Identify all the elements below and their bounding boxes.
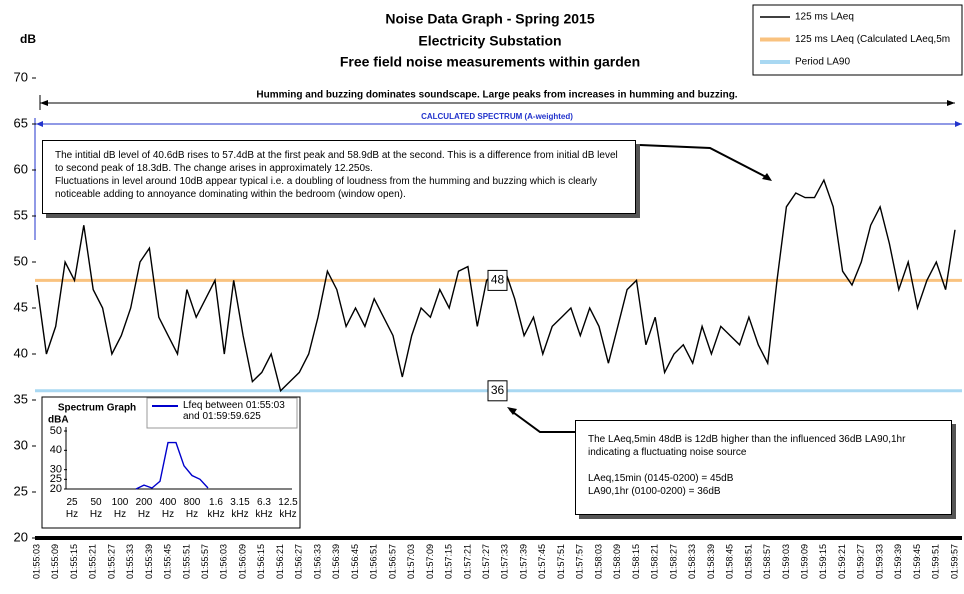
x-tick-label: 01:59:57 [949, 544, 959, 579]
x-tick-label: 01:58:51 [743, 544, 753, 579]
x-tick-label: 01:55:57 [200, 544, 210, 579]
x-tick-label: 01:56:27 [294, 544, 304, 579]
y-tick-label: 65 [14, 115, 28, 130]
x-tick-label: 01:55:03 [31, 544, 41, 579]
x-tick-label: 01:56:15 [256, 544, 266, 579]
x-tick-label: 01:59:09 [799, 544, 809, 579]
y-tick-label: 20 [14, 529, 28, 544]
legend-label: Period LA90 [795, 57, 850, 68]
x-tick-label: 01:58:57 [762, 544, 772, 579]
y-tick-label: 50 [14, 253, 28, 268]
annotation: The LAeq,5min 48dB is 12dB higher than t… [588, 434, 906, 458]
x-tick-label: 01:57:15 [444, 544, 454, 579]
annotation: The intitial dB level of 40.6dB rises to… [55, 150, 618, 174]
annotation: CALCULATED SPECTRUM (A-weighted) [421, 112, 573, 121]
y-axis-label: dB [20, 32, 36, 46]
x-tick-label: 01:55:09 [50, 544, 60, 579]
x-tick-label: 01:58:09 [612, 544, 622, 579]
legend-label: 125 ms LAeq [795, 12, 854, 23]
inset-legend-label: Lfeq between 01:55:03 and 01:59:59.625 [183, 400, 285, 422]
y-tick-label: 45 [14, 299, 28, 314]
value-label: 36 [491, 383, 505, 397]
text-box: The intitial dB level of 40.6dB rises to… [42, 140, 636, 214]
annotation: Humming and buzzing dominates soundscape… [256, 90, 737, 101]
inset-x-tick-label: 12.5 kHz [278, 497, 298, 520]
x-tick-label: 01:56:21 [275, 544, 285, 579]
x-tick-label: 01:56:57 [387, 544, 397, 579]
x-tick-label: 01:58:21 [650, 544, 660, 579]
text-box: The LAeq,5min 48dB is 12dB higher than t… [575, 420, 952, 515]
x-tick-label: 01:57:45 [537, 544, 547, 579]
x-tick-label: 01:58:27 [668, 544, 678, 579]
y-tick-label: 25 [14, 483, 28, 498]
inset-x-tick-label: 100 Hz [111, 497, 129, 520]
x-tick-label: 01:57:51 [556, 544, 566, 579]
value-label: 48 [491, 273, 505, 287]
x-tick-label: 01:57:39 [518, 544, 528, 579]
annotation: Fluctuations in level around 10dB appear… [55, 176, 597, 200]
x-tick-label: 01:58:39 [706, 544, 716, 579]
x-tick-label: 01:56:45 [350, 544, 360, 579]
x-tick-label: 01:55:39 [144, 544, 154, 579]
x-tick-label: 01:56:39 [331, 544, 341, 579]
x-tick-label: 01:59:33 [874, 544, 884, 579]
x-tick-label: 01:59:45 [912, 544, 922, 579]
inset-x-tick-label: 50 Hz [89, 497, 103, 520]
value-box [487, 269, 508, 291]
y-tick-label: 30 [14, 437, 28, 452]
x-tick-label: 01:55:15 [69, 544, 79, 579]
y-tick-label: 40 [14, 345, 28, 360]
x-tick-label: 01:58:33 [687, 544, 697, 579]
x-tick-label: 01:56:03 [219, 544, 229, 579]
x-tick-label: 01:58:15 [631, 544, 641, 579]
inset-x-tick-label: 6.3 kHz [255, 497, 273, 520]
x-tick-label: 01:55:27 [106, 544, 116, 579]
x-tick-label: 01:59:27 [856, 544, 866, 579]
x-tick-label: 01:57:57 [575, 544, 585, 579]
x-tick-label: 01:59:39 [893, 544, 903, 579]
inset-x-tick-label: 25 Hz [65, 497, 79, 520]
legend-label: 125 ms LAeq (Calculated LAeq,5m [795, 34, 950, 45]
x-tick-label: 01:56:51 [369, 544, 379, 579]
x-tick-label: 01:55:33 [125, 544, 135, 579]
x-tick-label: 01:59:21 [837, 544, 847, 579]
inset-x-tick-label: 800 Hz [183, 497, 201, 520]
x-tick-label: 01:59:15 [818, 544, 828, 579]
inset-x-tick-label: 200 Hz [135, 497, 153, 520]
x-tick-label: 01:56:33 [312, 544, 322, 579]
x-tick-label: 01:59:51 [931, 544, 941, 579]
x-tick-label: 01:58:45 [725, 544, 735, 579]
x-tick-label: 01:59:03 [781, 544, 791, 579]
y-tick-label: 35 [14, 391, 28, 406]
x-tick-label: 01:58:03 [593, 544, 603, 579]
x-tick-label: 01:55:21 [88, 544, 98, 579]
x-tick-label: 01:57:33 [500, 544, 510, 579]
annotation: LAeq,15min (0145-0200) = 45dB [588, 473, 734, 484]
inset-x-tick-label: 3.15 kHz [230, 497, 250, 520]
x-tick-label: 01:57:27 [481, 544, 491, 579]
chart-title: Free field noise measurements within gar… [340, 54, 640, 70]
x-tick-label: 01:57:03 [406, 544, 416, 579]
y-tick-label: 55 [14, 207, 28, 222]
y-tick-label: 70 [14, 69, 28, 84]
x-tick-label: 01:57:09 [425, 544, 435, 579]
chart-title: Electricity Substation [418, 33, 561, 49]
x-tick-label: 01:55:45 [163, 544, 173, 579]
value-box [487, 380, 508, 402]
annotation: LA90,1hr (0100-0200) = 36dB [588, 486, 721, 497]
chart-title: Noise Data Graph - Spring 2015 [385, 11, 594, 27]
x-tick-label: 01:57:21 [462, 544, 472, 579]
inset-x-tick-label: 400 Hz [159, 497, 177, 520]
x-tick-label: 01:56:09 [237, 544, 247, 579]
y-tick-label: 60 [14, 161, 28, 176]
inset-x-tick-label: 1.6 kHz [207, 497, 225, 520]
x-tick-label: 01:55:51 [181, 544, 191, 579]
